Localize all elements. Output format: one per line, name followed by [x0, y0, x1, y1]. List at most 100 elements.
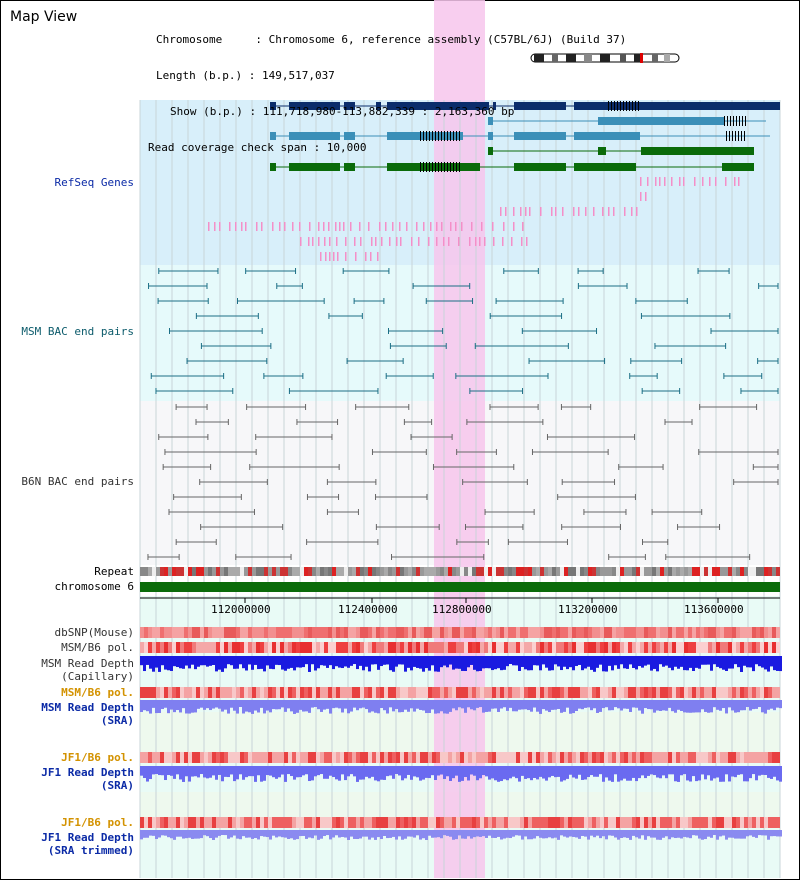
depth-bar	[671, 830, 674, 838]
heat-cell	[404, 687, 408, 698]
heat-cell	[772, 642, 776, 653]
depth-bar	[413, 830, 416, 838]
depth-bar	[548, 700, 551, 713]
depth-bar	[479, 656, 482, 671]
refseq-genes-label[interactable]: RefSeq Genes	[54, 176, 134, 189]
heat-cell	[528, 752, 532, 763]
heat-cell	[328, 567, 332, 576]
depth-bar	[443, 830, 446, 836]
depth-bar	[641, 656, 644, 668]
heat-cell	[292, 752, 296, 763]
heat-cell	[772, 817, 776, 828]
heat-cell	[440, 627, 444, 638]
heat-cell	[148, 817, 152, 828]
heat-cell	[428, 642, 432, 653]
depth-bar	[428, 766, 431, 779]
heat-cell	[480, 567, 484, 576]
depth-bar	[635, 700, 638, 708]
depth-bar	[284, 700, 287, 712]
depth-bar	[359, 830, 362, 839]
heat-cell	[228, 817, 232, 828]
heat-cell	[552, 642, 556, 653]
depth-bar	[464, 700, 467, 713]
heat-cell	[692, 567, 696, 576]
depth-bar	[602, 700, 605, 709]
depth-bar	[611, 830, 614, 836]
depth-bar	[494, 656, 497, 670]
depth-bar	[524, 656, 527, 670]
depth-bar	[194, 830, 197, 839]
depth-bar	[683, 700, 686, 713]
heat-cell	[620, 687, 624, 698]
exon-mark	[629, 101, 630, 111]
heat-cell	[280, 817, 284, 828]
pink-tick	[702, 177, 704, 186]
heat-cell	[204, 752, 208, 763]
heat-cell	[604, 627, 608, 638]
heat-cell	[244, 817, 248, 828]
exon-mark	[453, 131, 454, 141]
depth-bar	[236, 700, 239, 714]
depth-bar	[602, 830, 605, 837]
msm-bac-label[interactable]: MSM BAC end pairs	[21, 325, 134, 338]
depth-bar	[713, 830, 716, 836]
depth-bar	[530, 830, 533, 840]
exon-mark	[726, 131, 727, 141]
depth-bar	[419, 700, 422, 710]
heat-cell	[332, 817, 336, 828]
exon-mark	[614, 101, 615, 111]
heat-cell	[176, 817, 180, 828]
heat-cell	[304, 642, 308, 653]
heat-cell	[544, 752, 548, 763]
depth-bar	[218, 766, 221, 775]
depth-bar	[677, 766, 680, 782]
depth-bar	[254, 700, 257, 711]
depth-bar	[242, 766, 245, 780]
depth-bar	[542, 766, 545, 779]
pink-tick	[359, 222, 361, 231]
heat-cell	[416, 627, 420, 638]
heat-cell	[756, 627, 760, 638]
depth-bar	[143, 830, 146, 838]
heat-cell	[728, 752, 732, 763]
depth-bar	[638, 766, 641, 779]
heat-cell	[216, 752, 220, 763]
pink-tick	[235, 222, 237, 231]
heat-cell	[316, 752, 320, 763]
depth-bar	[359, 700, 362, 709]
depth-bar	[308, 700, 311, 713]
depth-bar	[431, 700, 434, 710]
heat-cell	[356, 752, 360, 763]
heat-cell	[496, 567, 500, 576]
heat-cell	[464, 752, 468, 763]
depth-bar	[737, 656, 740, 668]
chromosome-ideogram[interactable]	[530, 53, 680, 63]
heat-cell	[584, 752, 588, 763]
depth-bar	[377, 700, 380, 714]
depth-bar	[764, 766, 767, 775]
pink-tick	[299, 222, 301, 231]
heat-cell	[740, 687, 744, 698]
heat-cell	[472, 817, 476, 828]
heat-cell	[140, 567, 144, 576]
heat-cell	[376, 687, 380, 698]
heat-cell	[200, 567, 204, 576]
heat-cell	[580, 752, 584, 763]
pink-tick	[219, 222, 221, 231]
depth-bar	[773, 766, 776, 777]
exon-mark	[426, 131, 427, 141]
b6n-bac-label[interactable]: B6N BAC end pairs	[21, 475, 134, 488]
heat-cell	[304, 817, 308, 828]
heat-cell	[396, 627, 400, 638]
depth-bar	[260, 656, 263, 669]
heat-cell	[332, 567, 336, 576]
heat-cell	[740, 752, 744, 763]
heat-cell	[340, 567, 344, 576]
depth-bar	[605, 766, 608, 778]
depth-bar	[704, 700, 707, 712]
heat-cell	[488, 642, 492, 653]
heat-cell	[312, 627, 316, 638]
heat-cell	[264, 687, 268, 698]
depth-bar	[353, 700, 356, 708]
pink-tick	[578, 207, 580, 216]
